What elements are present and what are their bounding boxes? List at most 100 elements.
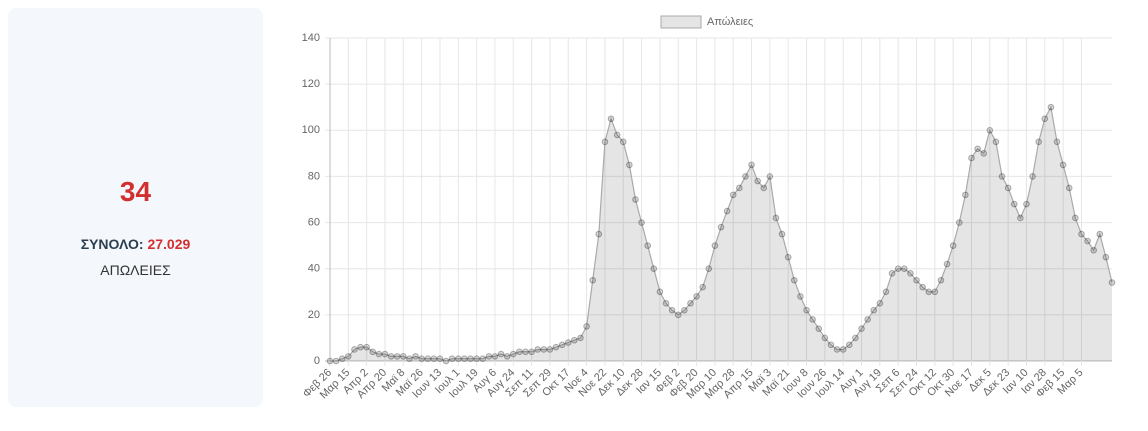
point — [509, 350, 517, 358]
point — [656, 288, 664, 296]
point — [986, 126, 994, 134]
point — [595, 230, 603, 238]
point — [949, 242, 957, 249]
point — [503, 353, 511, 360]
point — [766, 173, 774, 180]
stat-label: ΑΠΩΛΕΙΕΣ — [100, 262, 171, 278]
point — [558, 341, 566, 349]
total-label: ΣΥΝΟΛΟ: — [80, 236, 144, 252]
point — [345, 353, 352, 360]
point — [827, 341, 835, 349]
point — [821, 334, 829, 342]
point — [375, 350, 383, 358]
point — [424, 355, 432, 362]
point — [748, 161, 755, 169]
point — [632, 196, 639, 203]
point — [662, 300, 670, 307]
point — [962, 191, 969, 199]
point — [668, 306, 676, 314]
point — [839, 346, 847, 353]
point — [589, 276, 597, 284]
point — [729, 191, 737, 199]
point — [754, 177, 761, 185]
point — [381, 350, 389, 358]
point — [705, 265, 713, 273]
point — [693, 293, 700, 300]
point — [338, 355, 346, 362]
point — [974, 145, 981, 153]
point — [436, 355, 444, 362]
point — [1096, 230, 1104, 238]
point — [674, 311, 682, 319]
y-tick-label: 0 — [314, 355, 320, 367]
point — [681, 306, 688, 314]
y-tick-label: 80 — [308, 170, 320, 182]
point — [363, 343, 370, 351]
point — [717, 223, 725, 231]
point — [485, 353, 493, 360]
point — [638, 219, 645, 226]
point — [742, 173, 749, 180]
point — [711, 242, 719, 249]
point — [784, 253, 792, 261]
point — [351, 346, 358, 353]
point — [461, 355, 468, 362]
point — [1053, 138, 1061, 146]
point — [442, 357, 450, 365]
y-tick-label: 60 — [308, 216, 320, 228]
point — [1010, 200, 1018, 208]
point — [1065, 184, 1073, 192]
point — [1023, 200, 1030, 208]
y-tick-label: 20 — [308, 309, 320, 321]
point — [687, 300, 694, 307]
point — [772, 214, 780, 222]
point — [516, 348, 523, 356]
point — [1084, 237, 1091, 245]
point — [1047, 103, 1055, 111]
point — [1078, 230, 1085, 238]
line — [330, 105, 1113, 362]
point — [937, 276, 945, 284]
point — [448, 355, 456, 362]
point — [1004, 184, 1012, 192]
point — [736, 184, 743, 192]
point — [1041, 115, 1049, 123]
point — [1035, 138, 1042, 146]
point — [552, 343, 560, 351]
point — [644, 242, 651, 249]
point — [1029, 173, 1036, 180]
point — [1090, 246, 1097, 254]
point — [919, 283, 926, 291]
stat-card: 34 ΣΥΝΟΛΟ: 27.029 ΑΠΩΛΕΙΕΣ — [8, 8, 263, 407]
point — [858, 325, 865, 333]
point — [534, 346, 542, 353]
point — [760, 184, 768, 192]
point — [412, 353, 419, 360]
point — [522, 348, 529, 356]
point — [619, 138, 627, 146]
point — [583, 323, 590, 330]
point — [601, 138, 609, 146]
point — [564, 339, 572, 346]
legend-swatch — [660, 15, 702, 29]
y-tick-label: 100 — [302, 124, 320, 136]
point — [326, 357, 334, 365]
point — [406, 355, 413, 362]
y-tick-label: 120 — [302, 78, 320, 90]
point — [778, 230, 786, 238]
point — [797, 293, 804, 300]
stat-value: 34 — [119, 176, 152, 207]
point — [546, 346, 554, 353]
point — [1108, 279, 1116, 286]
point — [497, 350, 505, 358]
point — [467, 355, 474, 362]
point — [332, 357, 340, 365]
point — [882, 288, 890, 296]
point — [907, 270, 914, 277]
point — [791, 276, 798, 284]
point — [864, 316, 871, 323]
point — [876, 300, 884, 307]
point — [393, 353, 401, 360]
area — [330, 107, 1112, 361]
